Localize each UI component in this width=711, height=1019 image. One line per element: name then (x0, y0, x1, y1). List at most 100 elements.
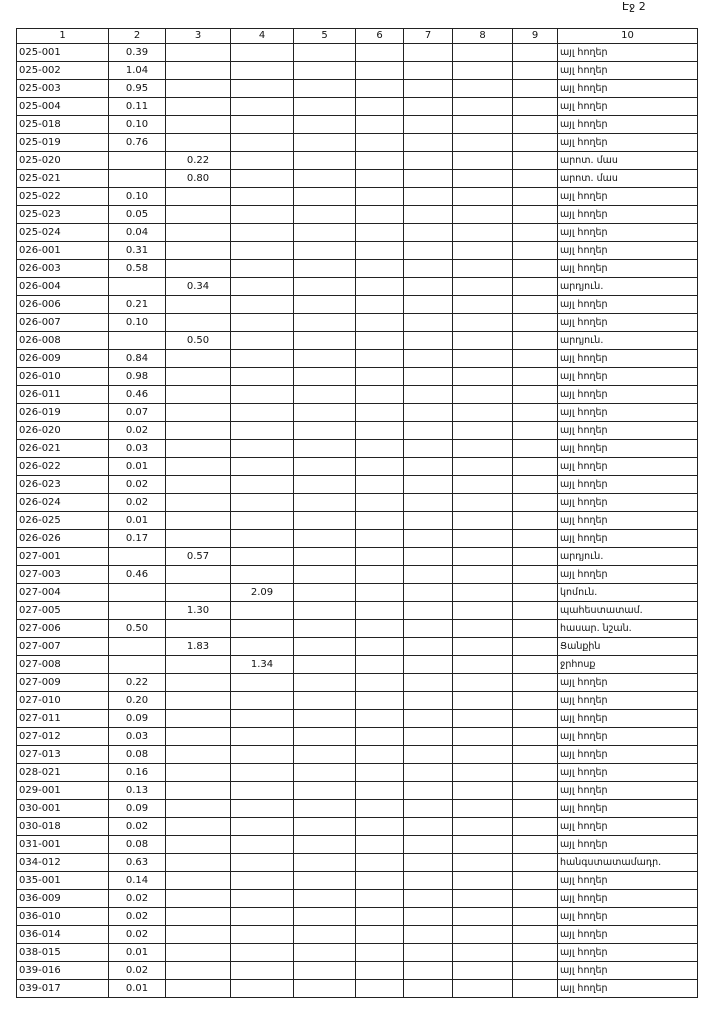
table-cell (230, 817, 294, 836)
table-cell (403, 241, 453, 260)
table-cell (230, 763, 294, 782)
table-cell (355, 619, 404, 638)
table-cell: 026-008 (16, 331, 109, 350)
table-row: 026-020 0.02 այլ հողեր (16, 421, 698, 440)
table-cell (293, 799, 356, 818)
table-row: 027-004 2.09 կոմուն. (16, 583, 698, 602)
table-cell (293, 673, 356, 692)
table-cell: այլ հողեր (557, 817, 698, 836)
table-cell (165, 709, 231, 728)
table-cell (165, 295, 231, 314)
table-cell (512, 223, 558, 242)
table-row: 025-021 0.80 արոտ. մաս (16, 169, 698, 188)
table-cell (452, 421, 513, 440)
table-cell (230, 925, 294, 944)
table-cell: 0.05 (108, 205, 166, 224)
table-cell (512, 259, 558, 278)
table-cell (403, 979, 453, 998)
table-cell (293, 907, 356, 926)
table-row: 027-009 0.22 այլ հողեր (16, 673, 698, 692)
table-cell (230, 835, 294, 854)
table-cell (165, 493, 231, 512)
table-cell (452, 331, 513, 350)
table-cell: այլ հողեր (557, 835, 698, 854)
table-row: 027-003 0.46 այլ հողեր (16, 565, 698, 584)
table-cell (452, 871, 513, 890)
table-row: 025-001 0.39 այլ հողեր (16, 43, 698, 62)
table-cell: 0.98 (108, 367, 166, 386)
table-cell (512, 61, 558, 80)
table-cell (355, 313, 404, 332)
table-cell: 026-009 (16, 349, 109, 368)
table-cell: 026-026 (16, 529, 109, 548)
table-cell: 0.22 (165, 151, 231, 170)
table-cell (165, 763, 231, 782)
table-cell (452, 601, 513, 620)
table-cell (355, 637, 404, 656)
table-cell (165, 205, 231, 224)
table-cell (355, 187, 404, 206)
table-row: 025-004 0.11 այլ հողեր (16, 97, 698, 116)
table-cell (230, 565, 294, 584)
table-cell (355, 745, 404, 764)
table-cell (403, 709, 453, 728)
table-cell (403, 781, 453, 800)
table-cell (230, 475, 294, 494)
table-cell (355, 565, 404, 584)
table-cell (165, 403, 231, 422)
table-cell (403, 331, 453, 350)
table-cell (512, 277, 558, 296)
table-cell: 026-006 (16, 295, 109, 314)
table-row: 026-019 0.07 այլ հողեր (16, 403, 698, 422)
table-cell (355, 403, 404, 422)
table-cell (165, 943, 231, 962)
table-cell: 0.21 (108, 295, 166, 314)
table-cell: 0.03 (108, 727, 166, 746)
table-cell (452, 817, 513, 836)
table-cell (230, 547, 294, 566)
table-row: 025-022 0.10 այլ հողեր (16, 187, 698, 206)
table-row: 035-001 0.14 այլ հողեր (16, 871, 698, 890)
table-cell (452, 745, 513, 764)
table-cell: 0.08 (108, 745, 166, 764)
header-row: 1 2 3 4 5 6 7 8 9 10 (16, 28, 698, 44)
table-cell (452, 907, 513, 926)
table-cell (403, 529, 453, 548)
table-cell (165, 133, 231, 152)
table-cell (230, 43, 294, 62)
table-cell (452, 529, 513, 548)
table-cell: այլ հողեր (557, 763, 698, 782)
table-row: 027-007 1.83 Ցանքին (16, 637, 698, 656)
table-cell (355, 385, 404, 404)
table-cell (165, 727, 231, 746)
table-cell (230, 151, 294, 170)
table-cell (452, 637, 513, 656)
table-cell (355, 943, 404, 962)
table-cell (355, 547, 404, 566)
table-cell (355, 205, 404, 224)
table-cell (293, 151, 356, 170)
table-cell (355, 817, 404, 836)
table-cell (108, 637, 166, 656)
table-row: 025-019 0.76 այլ հողեր (16, 133, 698, 152)
table-cell (355, 277, 404, 296)
table-cell (293, 835, 356, 854)
table-cell (108, 547, 166, 566)
table-cell (230, 745, 294, 764)
table-cell: այլ հողեր (557, 349, 698, 368)
table-cell (293, 367, 356, 386)
table-cell (230, 223, 294, 242)
table-cell (452, 763, 513, 782)
table-cell (452, 241, 513, 260)
table-cell: 026-025 (16, 511, 109, 530)
table-cell: 031-001 (16, 835, 109, 854)
table-cell (512, 169, 558, 188)
table-row: 025-018 0.10 այլ հողեր (16, 115, 698, 134)
table-cell (230, 241, 294, 260)
table-cell (452, 277, 513, 296)
table-cell (452, 97, 513, 116)
table-cell (512, 673, 558, 692)
column-header: 3 (165, 28, 231, 44)
table-cell (293, 655, 356, 674)
